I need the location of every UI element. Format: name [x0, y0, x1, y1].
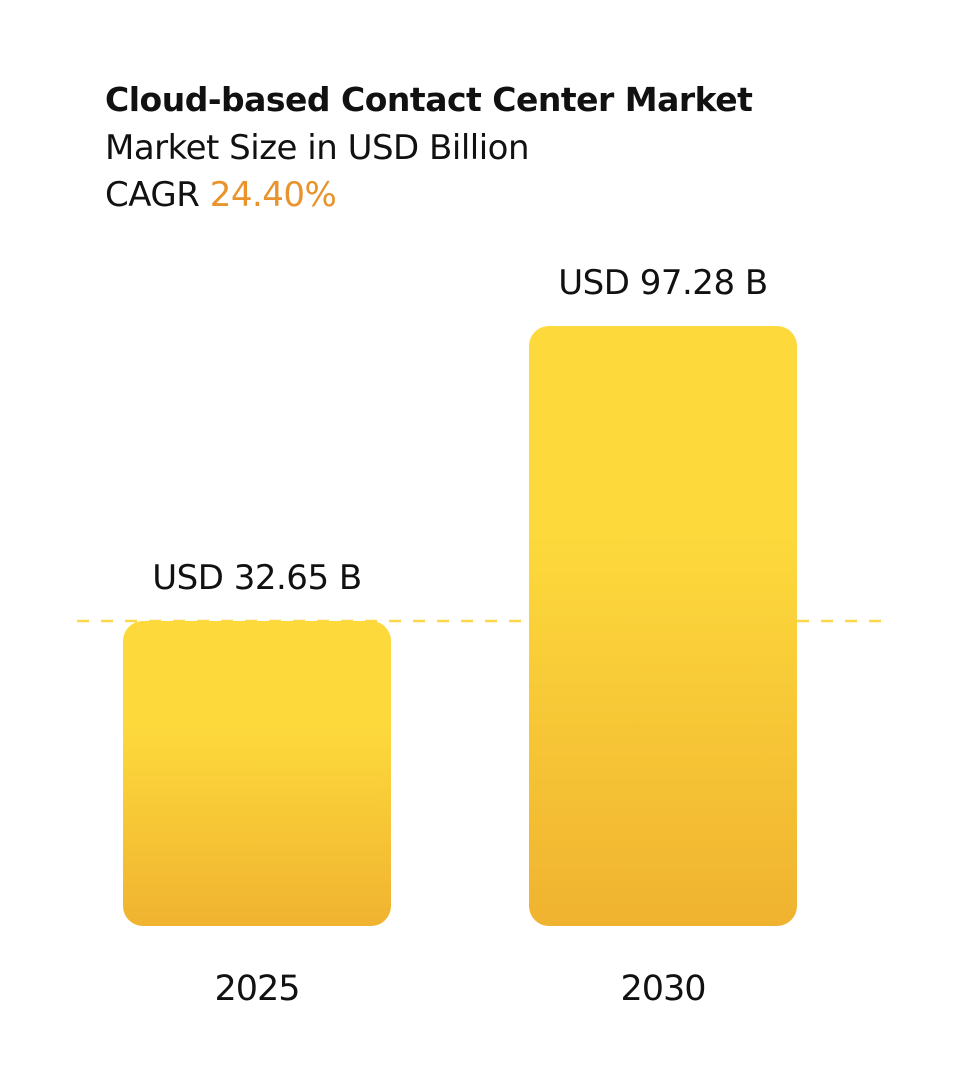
x-tick-label-2025: 2025 [214, 969, 299, 1009]
bar-2030 [529, 326, 797, 927]
data-label-2030: USD 97.28 B [558, 263, 767, 303]
chart-subtitle: Market Size in USD Billion [105, 128, 530, 168]
cagr-value: 24.40% [209, 175, 337, 215]
x-tick-label-2030: 2030 [620, 969, 705, 1009]
data-label-2025: USD 32.65 B [152, 558, 361, 598]
cagr-label: CAGR [105, 175, 200, 215]
bar-2025 [123, 620, 391, 926]
chart-title: Cloud-based Contact Center Market [105, 80, 753, 119]
cagr-text: CAGR 24.40% [105, 175, 337, 215]
